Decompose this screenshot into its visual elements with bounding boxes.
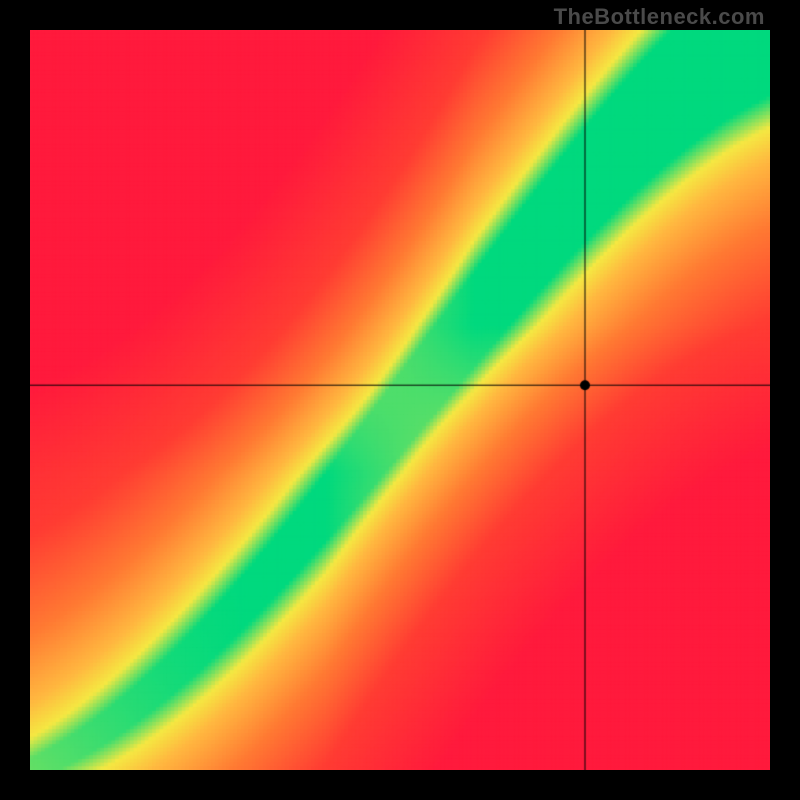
heatmap-canvas <box>30 30 770 770</box>
bottleneck-heatmap-chart <box>30 30 770 770</box>
watermark-text: TheBottleneck.com <box>554 4 765 30</box>
